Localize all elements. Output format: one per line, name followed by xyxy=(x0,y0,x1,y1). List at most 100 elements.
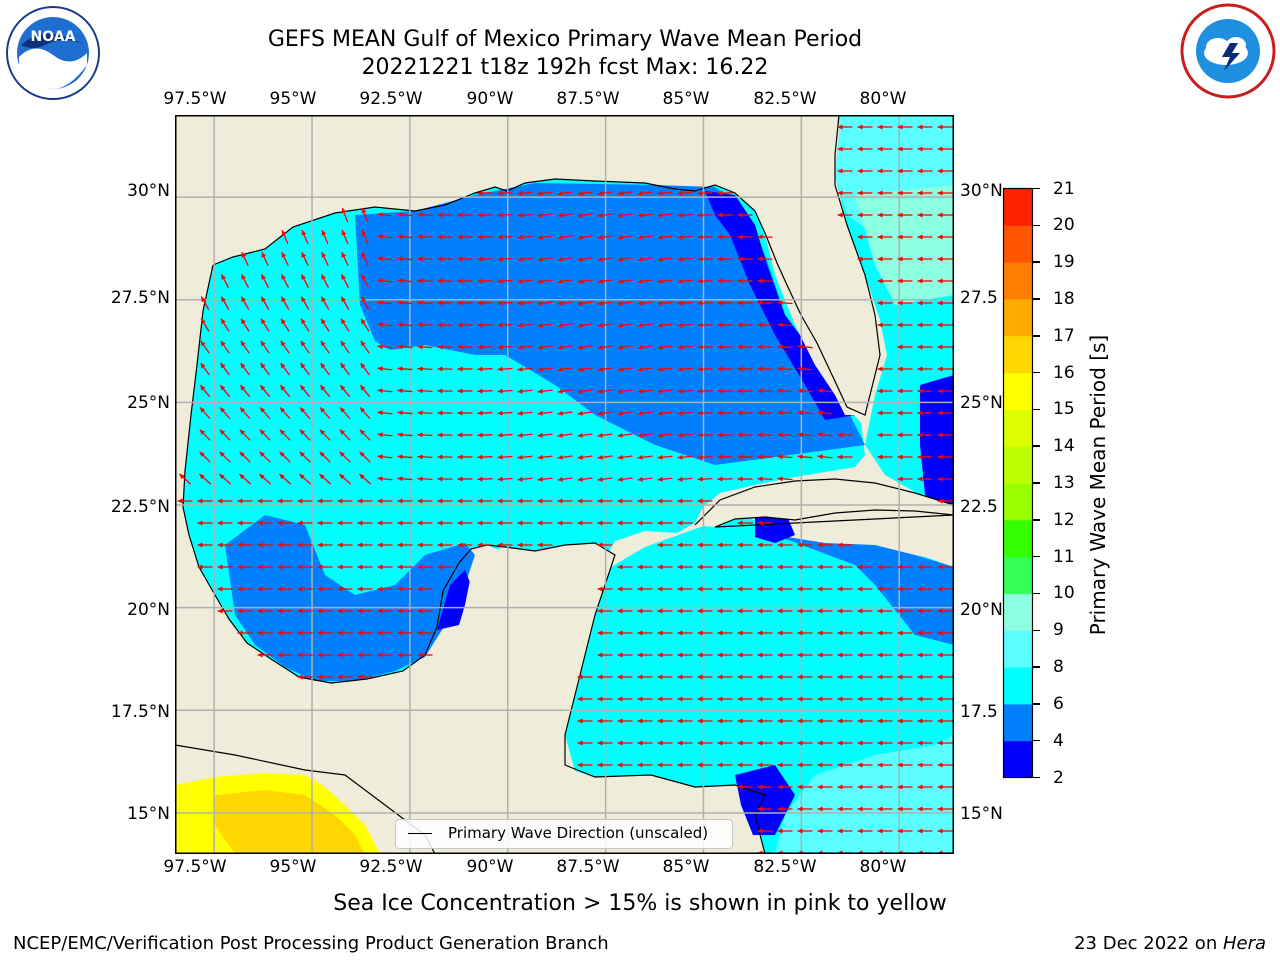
wave-arrow xyxy=(597,476,613,482)
wave-arrow xyxy=(637,498,653,504)
wave-arrow xyxy=(359,451,371,463)
wave-arrow xyxy=(877,762,893,768)
wave-arrow xyxy=(697,674,713,680)
wave-arrow xyxy=(597,608,613,614)
wave-arrow xyxy=(897,168,913,174)
wave-arrow xyxy=(357,586,373,592)
wave-arrow xyxy=(477,190,493,196)
wave-arrow xyxy=(417,322,433,328)
wave-arrow xyxy=(239,406,251,420)
wave-arrow xyxy=(757,476,773,482)
colorbar-segment xyxy=(1003,225,1033,263)
wave-arrow xyxy=(437,300,453,306)
wave-arrow xyxy=(361,229,369,245)
wave-arrow xyxy=(917,674,933,680)
wave-arrow xyxy=(300,318,310,332)
wave-arrow xyxy=(437,498,453,504)
wave-arrow xyxy=(897,322,913,328)
colorbar-tick-label: 4 xyxy=(1053,730,1064,751)
wave-arrow xyxy=(737,784,753,790)
wave-arrow xyxy=(280,274,290,288)
wave-arrow xyxy=(577,300,593,306)
wave-arrow xyxy=(617,344,633,350)
wave-arrow xyxy=(637,608,653,614)
wave-arrow xyxy=(457,300,473,306)
wave-arrow xyxy=(697,762,713,768)
wave-arrow xyxy=(377,564,393,570)
wave-arrow xyxy=(597,256,613,262)
wave-arrow xyxy=(517,278,533,284)
wave-arrow xyxy=(557,234,573,240)
wave-arrow xyxy=(577,740,593,746)
wave-arrow xyxy=(377,212,393,218)
legend-line-swatch xyxy=(408,833,432,834)
wave-arrow xyxy=(240,274,250,288)
wave-arrow xyxy=(219,362,231,376)
wave-arrow xyxy=(477,344,493,350)
wave-arrow xyxy=(260,296,270,310)
lat-tick-right: 25°N xyxy=(960,393,1003,413)
coastline-gulf xyxy=(212,115,881,416)
wave-arrow xyxy=(397,322,413,328)
wave-arrow xyxy=(339,362,351,376)
wave-arrow xyxy=(877,146,893,152)
wave-arrow xyxy=(497,432,513,438)
wave-arrow xyxy=(437,344,453,350)
wave-arrow xyxy=(237,542,253,548)
wave-arrow xyxy=(557,388,573,394)
wave-arrow xyxy=(657,718,673,724)
wave-arrow xyxy=(457,476,473,482)
wave-arrow xyxy=(797,608,813,614)
wave-arrow xyxy=(517,520,533,526)
wave-arrow xyxy=(857,212,873,218)
wave-arrow xyxy=(497,300,513,306)
wave-arrow xyxy=(937,124,953,130)
wave-arrow xyxy=(877,608,893,614)
colorbar-tick-mark xyxy=(1032,445,1040,447)
wave-arrow xyxy=(437,454,453,460)
wave-arrow xyxy=(457,520,473,526)
wave-arrow xyxy=(717,212,733,218)
wave-arrow xyxy=(697,388,713,394)
credit-right: 23 Dec 2022 on Hera xyxy=(1074,933,1266,954)
wave-arrow xyxy=(877,168,893,174)
wave-arrow xyxy=(937,432,953,438)
wave-arrow xyxy=(637,564,653,570)
wave-arrow xyxy=(657,630,673,636)
wave-arrow xyxy=(797,806,813,812)
wave-arrow xyxy=(777,762,793,768)
wave-arrow xyxy=(457,322,473,328)
wave-arrow xyxy=(757,718,773,724)
wave-arrow xyxy=(897,366,913,372)
colorbar-tick-label: 11 xyxy=(1053,546,1075,567)
wave-arrow xyxy=(220,296,230,310)
wave-arrow xyxy=(917,388,933,394)
wave-arrow xyxy=(917,630,933,636)
wave-arrow xyxy=(457,212,473,218)
colorbar-tick-mark xyxy=(1032,629,1040,631)
wave-arrow xyxy=(737,630,753,636)
wave-arrow xyxy=(557,454,573,460)
wave-arrow xyxy=(279,429,291,441)
wave-arrow xyxy=(537,432,553,438)
wave-arrow xyxy=(477,542,493,548)
wave-arrow xyxy=(317,630,333,636)
wave-arrow xyxy=(197,498,213,504)
lon-tick-top: 90°W xyxy=(466,89,514,109)
wave-arrow xyxy=(637,388,653,394)
wave-arrow xyxy=(257,498,273,504)
colorbar-tick-mark xyxy=(1032,482,1040,484)
wave-arrow xyxy=(557,212,573,218)
wave-arrow xyxy=(417,410,433,416)
wave-arrow xyxy=(197,542,213,548)
wave-arrow xyxy=(617,498,633,504)
wave-arrow xyxy=(617,762,633,768)
wave-arrow xyxy=(377,652,393,658)
wave-arrow xyxy=(617,476,633,482)
wave-arrow xyxy=(937,388,953,394)
wave-arrow xyxy=(217,586,233,592)
wave-arrow xyxy=(477,410,493,416)
wave-arrow xyxy=(937,278,953,284)
wave-arrow xyxy=(577,344,593,350)
wave-arrow xyxy=(697,410,713,416)
